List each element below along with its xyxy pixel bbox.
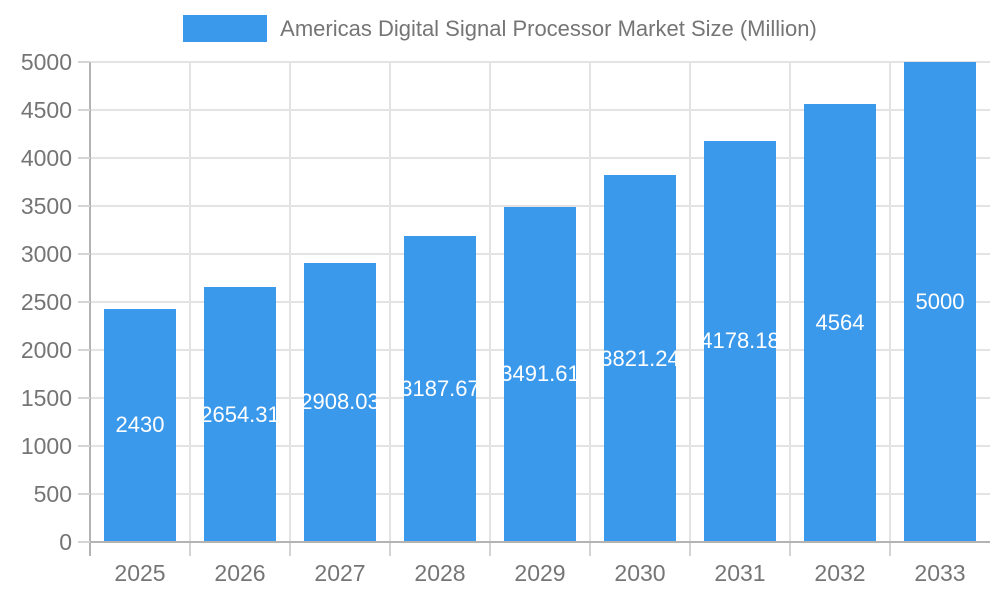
y-tick-label: 3500	[20, 193, 72, 219]
bar-value-label: 2654.31	[204, 401, 276, 427]
x-tick-label: 2025	[114, 560, 166, 586]
gridline-v	[689, 62, 691, 542]
x-axis-tick	[489, 543, 491, 556]
x-tick-label: 2027	[314, 560, 366, 586]
x-tick-label: 2030	[614, 560, 666, 586]
y-axis-tick	[78, 157, 90, 159]
gridline-v	[289, 62, 291, 542]
bar-value-label: 3187.67	[404, 375, 476, 401]
y-axis-tick	[78, 61, 90, 63]
gridline-v	[489, 62, 491, 542]
bar: 3821.24	[604, 175, 676, 542]
y-tick-label: 4000	[20, 145, 72, 171]
y-tick-label: 500	[33, 481, 72, 507]
y-tick-label: 5000	[20, 49, 72, 75]
bar-value-label: 4178.18	[704, 328, 776, 354]
y-axis-tick	[78, 349, 90, 351]
gridline-v	[789, 62, 791, 542]
bar: 2430	[104, 308, 176, 542]
y-axis-tick	[78, 253, 90, 255]
bar: 3491.61	[504, 206, 576, 542]
y-tick-label: 0	[59, 529, 72, 555]
x-axis-tick	[589, 543, 591, 556]
gridline-h	[90, 205, 990, 207]
legend[interactable]: Americas Digital Signal Processor Market…	[0, 15, 1000, 42]
x-axis-tick	[289, 543, 291, 556]
y-axis-tick	[78, 493, 90, 495]
y-tick-label: 3000	[20, 241, 72, 267]
gridline-h	[90, 109, 990, 111]
gridline-v	[889, 62, 891, 542]
bar: 4564	[804, 103, 876, 542]
chart-title: Americas Digital Signal Processor Market…	[280, 15, 817, 41]
x-tick-label: 2028	[414, 560, 466, 586]
y-axis-tick	[78, 397, 90, 399]
bar: 2654.31	[204, 287, 276, 542]
y-tick-label: 1500	[20, 385, 72, 411]
x-axis-line	[78, 541, 990, 543]
y-axis-tick	[78, 301, 90, 303]
y-axis-tick	[78, 541, 90, 543]
y-tick-label: 4500	[20, 97, 72, 123]
x-axis-tick	[389, 543, 391, 556]
bar: 3187.67	[404, 235, 476, 542]
x-axis-tick	[189, 543, 191, 556]
gridline-v	[189, 62, 191, 542]
legend-swatch-icon[interactable]	[183, 15, 268, 42]
x-tick-label: 2031	[714, 560, 766, 586]
y-tick-label: 1000	[20, 433, 72, 459]
gridline-v	[589, 62, 591, 542]
y-axis-tick	[78, 109, 90, 111]
bar-value-label: 2908.03	[304, 389, 376, 415]
bar-value-label: 3821.24	[604, 345, 676, 371]
bar-value-label: 2430	[115, 412, 165, 438]
x-axis-tick	[889, 543, 891, 556]
y-axis-line	[89, 62, 91, 556]
y-tick-label: 2000	[20, 337, 72, 363]
bar: 5000	[904, 62, 976, 542]
plot-area: 2430 2654.31 2908.03 3187.67 3491.61 3821.24 4…	[90, 61, 990, 542]
x-tick-label: 2032	[814, 560, 866, 586]
y-axis-tick	[78, 205, 90, 207]
bar-value-label: 4564	[815, 309, 865, 335]
gridline-v	[389, 62, 391, 542]
gridline-h	[90, 61, 990, 63]
bar-value-label: 5000	[915, 289, 965, 314]
x-tick-label: 2029	[514, 560, 566, 586]
bar-value-label: 3491.61	[504, 361, 576, 387]
x-axis-tick	[789, 543, 791, 556]
y-axis-tick	[78, 445, 90, 447]
x-tick-label: 2033	[914, 560, 966, 586]
gridline-h	[90, 157, 990, 159]
y-tick-label: 2500	[20, 289, 72, 315]
bar: 2908.03	[304, 262, 376, 542]
x-tick-label: 2026	[214, 560, 266, 586]
bar: 4178.18	[704, 140, 776, 542]
x-axis-tick	[689, 543, 691, 556]
